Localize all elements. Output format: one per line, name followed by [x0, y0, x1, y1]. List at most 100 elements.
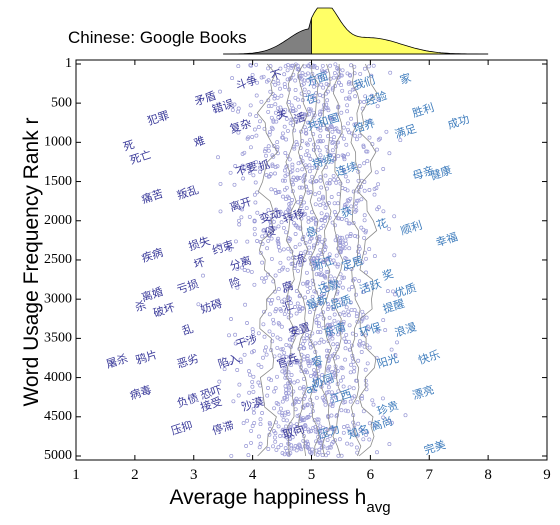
- data-point: [258, 119, 262, 124]
- data-point: [291, 106, 296, 111]
- data-point: [251, 329, 255, 334]
- data-point: [261, 228, 266, 233]
- word-label: 亏损: [175, 276, 200, 296]
- data-point: [358, 71, 363, 76]
- data-point: [319, 337, 324, 342]
- data-point: [318, 125, 322, 130]
- data-point: [315, 255, 320, 260]
- data-point: [326, 450, 331, 455]
- data-point: [268, 172, 273, 177]
- data-point: [328, 279, 333, 284]
- data-point: [305, 356, 310, 361]
- word-label: 花: [375, 216, 389, 232]
- data-point: [319, 301, 324, 305]
- data-point: [318, 424, 323, 429]
- data-point: [276, 424, 281, 429]
- data-point: [307, 163, 312, 168]
- data-point: [241, 401, 246, 406]
- data-point: [295, 413, 300, 418]
- data-point: [260, 411, 265, 415]
- data-point: [326, 339, 331, 344]
- data-point: [349, 362, 353, 367]
- data-point: [304, 113, 309, 118]
- data-point: [362, 161, 367, 166]
- data-point: [381, 415, 386, 420]
- data-point: [258, 417, 263, 422]
- data-point: [257, 434, 261, 439]
- data-point: [326, 322, 330, 327]
- data-point: [323, 218, 327, 223]
- data-point: [312, 147, 317, 152]
- data-point: [320, 260, 325, 264]
- data-point: [308, 342, 313, 346]
- data-point: [327, 252, 332, 257]
- word-label: 疾病: [140, 245, 165, 265]
- word-label: 鸦片: [134, 347, 159, 367]
- data-point: [280, 346, 285, 351]
- data-point: [264, 173, 269, 178]
- data-point: [289, 65, 294, 70]
- data-point: [339, 110, 344, 115]
- data-point: [281, 194, 285, 199]
- word-label: 容: [310, 353, 325, 370]
- data-point: [300, 71, 305, 76]
- data-point: [346, 309, 351, 314]
- data-point: [282, 366, 287, 371]
- data-point: [305, 280, 310, 284]
- word-label: at: [304, 381, 319, 397]
- data-point: [317, 190, 322, 195]
- data-point: [319, 157, 324, 162]
- data-point: [328, 76, 333, 81]
- data-point: [228, 170, 233, 175]
- data-point: [275, 145, 280, 150]
- data-point: [280, 428, 285, 433]
- data-point: [343, 339, 348, 344]
- word-label: 痛苦: [140, 186, 165, 206]
- data-point: [201, 273, 205, 278]
- data-point: [297, 242, 302, 247]
- data-point: [341, 430, 346, 435]
- word-label: 损失: [187, 233, 212, 253]
- data-point: [331, 297, 336, 302]
- data-point: [283, 429, 288, 434]
- data-point: [311, 282, 316, 287]
- data-point: [332, 177, 337, 182]
- data-point: [289, 353, 294, 357]
- word-label: 矛盾: [193, 89, 218, 108]
- data-point: [278, 358, 283, 363]
- data-point: [213, 108, 218, 113]
- data-point: [284, 391, 289, 395]
- data-point: [279, 299, 284, 304]
- data-point: [339, 365, 344, 370]
- data-point: [350, 87, 355, 92]
- data-point: [328, 274, 333, 279]
- data-point: [298, 397, 303, 402]
- data-point: [297, 176, 302, 180]
- data-point: [329, 195, 334, 199]
- data-point: [282, 82, 287, 87]
- data-point: [266, 66, 271, 71]
- data-point: [250, 379, 255, 384]
- x-axis-label-subscript: avg: [366, 499, 391, 516]
- happiness-histogram: [223, 7, 489, 55]
- data-point: [242, 150, 247, 155]
- data-point: [249, 428, 254, 433]
- data-point: [356, 421, 361, 426]
- data-point: [265, 246, 270, 251]
- data-point: [286, 391, 291, 396]
- data-point: [320, 196, 325, 201]
- data-point: [344, 332, 349, 337]
- data-point: [299, 329, 304, 334]
- data-point: [331, 75, 336, 80]
- data-point: [347, 323, 352, 328]
- word-label: 家: [398, 70, 413, 87]
- data-point: [308, 373, 313, 378]
- x-tick-label: 9: [543, 467, 551, 483]
- data-point: [371, 63, 376, 68]
- word-label: 胜利: [410, 100, 435, 120]
- data-point: [319, 185, 324, 190]
- data-point: [312, 262, 317, 267]
- data-point: [292, 221, 297, 226]
- data-point: [395, 340, 399, 345]
- data-point: [357, 278, 362, 283]
